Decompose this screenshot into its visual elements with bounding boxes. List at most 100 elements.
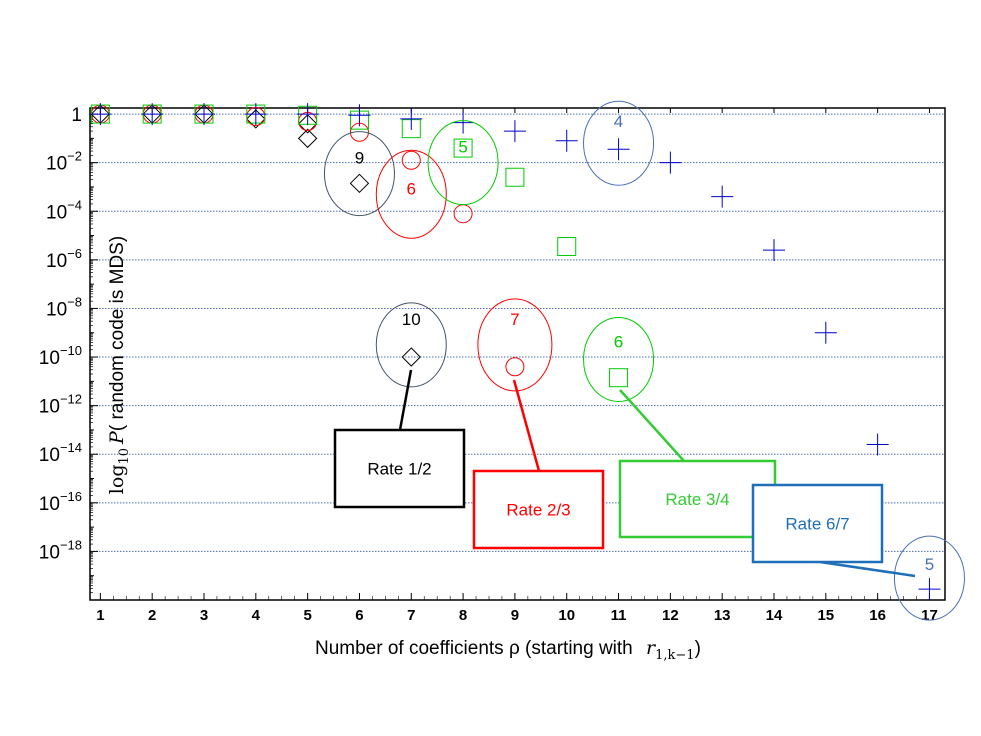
marker-diamond-5 — [297, 128, 318, 149]
marker-circle-8 — [453, 204, 473, 224]
marker-plus-15 — [814, 321, 837, 344]
y-axis-label-sub: 10 — [117, 448, 132, 465]
x-tick-label-15: 15 — [817, 607, 834, 624]
callout-rate-4: Rate 6/7 — [751, 483, 916, 578]
annotation-label-3: 4 — [614, 112, 623, 131]
marker-plus-2 — [141, 103, 164, 126]
y-tick-base: 10 — [46, 154, 67, 175]
y-tick-label-5: 10−10 — [39, 343, 82, 369]
marker-plus-16 — [866, 433, 889, 456]
y-tick-base: 10 — [39, 348, 60, 369]
callout-rate-1: Rate 1/2 — [333, 369, 466, 509]
marker-circle-9 — [505, 357, 525, 377]
x-tick-label-9: 9 — [511, 607, 519, 624]
x-tick-label-10: 10 — [558, 607, 575, 624]
marker-diamond-4 — [246, 109, 266, 129]
series-square — [90, 104, 629, 388]
marker-plus-14 — [763, 239, 785, 262]
x-tick-label-2: 2 — [148, 607, 156, 624]
x-axis-label-math-sub: 1,k−1 — [655, 648, 694, 663]
x-tick-label-11: 11 — [611, 607, 627, 624]
x-tick-label-12: 12 — [662, 607, 679, 624]
y-tick-base: 10 — [39, 494, 60, 515]
callout-label-3: Rate 3/4 — [665, 490, 729, 509]
y-tick-label-3: 10−6 — [46, 246, 82, 272]
callout-leader-2 — [512, 379, 541, 472]
annotation-label-5: 7 — [510, 310, 519, 329]
callout-box-1 — [333, 428, 466, 509]
y-tick-label-1: 10−2 — [46, 149, 82, 175]
marker-diamond-7 — [401, 347, 421, 367]
x-tick-label-6: 6 — [355, 607, 363, 624]
y-tick-label-7: 10−14 — [39, 440, 82, 466]
y-tick-exponent: −8 — [67, 294, 82, 309]
callout-box-3 — [618, 459, 777, 539]
x-tick-label-1: 1 — [96, 607, 104, 624]
y-tick-exponent: −2 — [67, 149, 82, 164]
callout-box-4 — [751, 483, 884, 564]
callout-leader-3 — [619, 389, 685, 462]
marker-plus-12 — [659, 151, 682, 174]
x-tick-label-13: 13 — [714, 607, 731, 624]
callout-rate-2: Rate 2/3 — [472, 379, 605, 550]
annotation-label-7: 5 — [925, 555, 934, 574]
x-tick-label-7: 7 — [407, 607, 415, 624]
annotation-label-4: 10 — [402, 310, 421, 329]
marker-plus-10 — [555, 129, 578, 152]
y-tick-label-4: 10−8 — [46, 294, 82, 320]
y-axis-label-p: P — [106, 430, 128, 445]
marker-plus-13 — [711, 185, 734, 208]
marker-plus-17 — [918, 578, 941, 601]
annotation-label-2: 5 — [458, 138, 467, 157]
y-axis-label-rest: ( random code is MDS) — [107, 236, 128, 431]
series-plus — [89, 103, 941, 601]
annotation-ring-2 — [427, 120, 499, 206]
marker-plus-3 — [193, 103, 215, 126]
callout-box-2 — [472, 469, 605, 550]
annotation-ring-1 — [375, 149, 447, 239]
y-tick-base: 10 — [39, 397, 60, 418]
y-tick-base: 10 — [39, 445, 60, 466]
x-axis-label-math: r — [646, 637, 657, 659]
marker-plus-11 — [607, 138, 630, 161]
series-layer — [89, 103, 941, 601]
y-tick-label-2: 10−4 — [46, 197, 82, 223]
x-tick-label-3: 3 — [200, 607, 208, 624]
y-tick-base: 1 — [71, 105, 82, 126]
callout-label-1: Rate 1/2 — [367, 460, 431, 479]
annotation-label-0: 9 — [355, 149, 364, 168]
marker-square-10 — [557, 236, 577, 256]
callout-label-4: Rate 6/7 — [785, 515, 849, 534]
annotation-ring-6 — [583, 316, 655, 402]
marker-square-11 — [609, 368, 629, 388]
marker-plus-6 — [348, 104, 371, 127]
marker-diamond-6 — [349, 173, 370, 194]
marker-circle-7 — [401, 150, 421, 170]
x-tick-label-4: 4 — [252, 607, 261, 624]
callout-label-2: Rate 2/3 — [506, 501, 570, 520]
y-tick-label-0: 1 — [71, 105, 82, 126]
x-tick-label-17: 17 — [921, 607, 938, 624]
rate-callouts: Rate 1/2 Rate 2/3 Rate 3/4 Rate 6/7 — [333, 369, 916, 578]
y-tick-base: 10 — [39, 542, 60, 563]
annotation-ring-3 — [583, 100, 655, 186]
x-tick-label-5: 5 — [303, 607, 311, 624]
annotation-layer: 9 6 5 4 10 7 6 5 — [323, 100, 965, 621]
marker-plus-5 — [296, 103, 319, 126]
annotation-ring-4 — [375, 302, 447, 388]
x-tick-label-14: 14 — [766, 607, 783, 624]
y-tick-exponent: −14 — [60, 440, 82, 455]
marker-plus-1 — [89, 103, 112, 126]
x-axis-label: Number of coefficients ρ (starting with … — [315, 637, 701, 663]
x-axis-label-text: Number of coefficients ρ (starting with — [315, 638, 633, 659]
annotation-ring-0 — [323, 131, 395, 217]
marker-plus-8 — [452, 111, 475, 134]
annotation-ring-5 — [477, 298, 553, 392]
y-axis-label-log: log — [106, 465, 128, 495]
x-axis-label-close: ) — [695, 638, 701, 659]
marker-plus-4 — [244, 103, 267, 126]
x-tick-label-16: 16 — [869, 607, 886, 624]
y-tick-exponent: −16 — [60, 489, 82, 504]
annotation-label-6: 6 — [614, 332, 623, 351]
